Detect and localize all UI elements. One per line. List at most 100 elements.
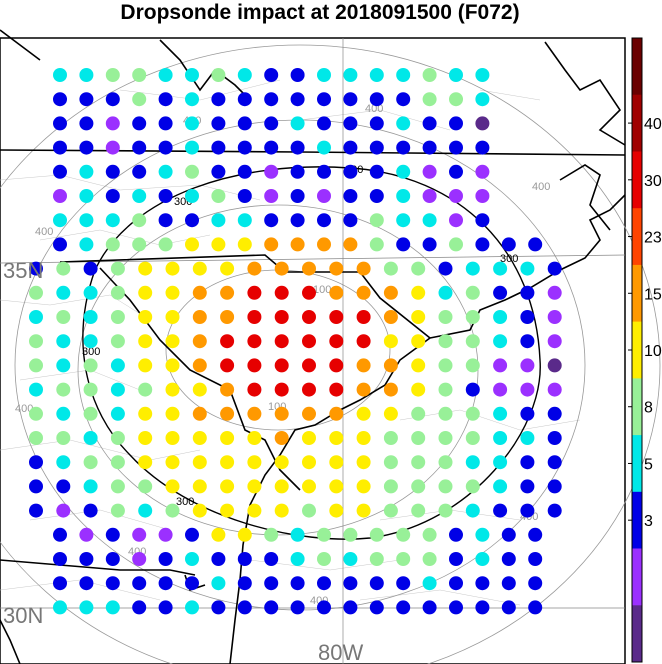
dropsonde-dot bbox=[110, 479, 125, 494]
dropsonde-dot bbox=[237, 213, 252, 228]
dropsonde-dot bbox=[411, 479, 426, 494]
dropsonde-dot bbox=[302, 503, 316, 518]
dropsonde-dot bbox=[29, 334, 43, 349]
dropsonde-dot bbox=[329, 261, 344, 276]
dropsonde-dot bbox=[465, 431, 480, 445]
dropsonde-dot bbox=[329, 431, 344, 445]
dropsonde-dot bbox=[411, 261, 426, 276]
dropsonde-dot bbox=[158, 237, 173, 252]
dropsonde-dot bbox=[422, 237, 437, 252]
dropsonde-dot bbox=[383, 261, 398, 276]
dropsonde-dot bbox=[302, 310, 316, 324]
colorbar-segment bbox=[632, 435, 642, 493]
dropsonde-dot bbox=[274, 406, 289, 421]
dropsonde-dot bbox=[343, 237, 358, 252]
dropsonde-dot bbox=[317, 68, 331, 82]
dropsonde-dot bbox=[105, 527, 120, 542]
dropsonde-dot bbox=[79, 92, 94, 107]
dropsonde-dot bbox=[79, 68, 94, 82]
dropsonde-dot bbox=[396, 189, 411, 203]
dropsonde-dot bbox=[56, 431, 71, 445]
dropsonde-dot bbox=[383, 431, 398, 445]
dropsonde-dot bbox=[165, 261, 180, 276]
dropsonde-dot bbox=[138, 503, 153, 518]
dropsonde-dot bbox=[411, 406, 426, 421]
dropsonde-dot bbox=[274, 358, 289, 373]
dropsonde-dot bbox=[83, 382, 98, 397]
dropsonde-dot bbox=[547, 358, 562, 373]
dropsonde-dot bbox=[475, 68, 490, 82]
dropsonde-dot bbox=[329, 479, 344, 494]
dropsonde-dot bbox=[465, 285, 480, 300]
dropsonde-dot bbox=[83, 479, 98, 494]
dropsonde-dot bbox=[29, 285, 43, 300]
dropsonde-dot bbox=[383, 334, 398, 349]
dropsonde-dot bbox=[528, 237, 543, 252]
dropsonde-dot bbox=[520, 358, 535, 373]
dropsonde-dot bbox=[53, 552, 67, 566]
colorbar-segment bbox=[632, 321, 642, 379]
dropsonde-dot bbox=[356, 431, 371, 445]
dropsonde-dot bbox=[247, 455, 262, 470]
dropsonde-dot bbox=[290, 116, 305, 131]
dropsonde-dot bbox=[438, 431, 453, 445]
contour-label: 300 bbox=[500, 253, 518, 265]
dropsonde-dot bbox=[317, 189, 331, 203]
dropsonde-dot bbox=[237, 116, 252, 131]
dropsonde-dot bbox=[422, 140, 437, 155]
colorbar-segment bbox=[632, 548, 642, 606]
dropsonde-dot bbox=[158, 164, 173, 179]
dropsonde-dot bbox=[138, 285, 153, 300]
dropsonde-dot bbox=[547, 479, 562, 494]
dropsonde-dot bbox=[493, 503, 508, 518]
dropsonde-dot bbox=[422, 164, 437, 179]
dropsonde-dot bbox=[449, 576, 463, 591]
dropsonde-dot bbox=[475, 237, 490, 252]
dropsonde-dot bbox=[211, 164, 226, 179]
lon-label-80w: 80W bbox=[318, 640, 363, 664]
dropsonde-dot bbox=[211, 92, 226, 107]
dropsonde-dot bbox=[475, 600, 490, 615]
dropsonde-dot bbox=[547, 406, 562, 421]
dropsonde-dot bbox=[475, 552, 490, 566]
dropsonde-dot bbox=[356, 455, 371, 470]
dropsonde-dot bbox=[369, 140, 384, 155]
dropsonde-dot bbox=[422, 68, 437, 82]
dropsonde-dot bbox=[29, 310, 43, 324]
dropsonde-dot bbox=[110, 285, 125, 300]
dropsonde-dot bbox=[220, 261, 235, 276]
dropsonde-dot bbox=[220, 479, 235, 494]
dropsonde-dot bbox=[79, 237, 94, 252]
dropsonde-dot bbox=[302, 382, 316, 397]
dropsonde-dot bbox=[192, 503, 207, 518]
dropsonde-dot bbox=[317, 552, 331, 566]
dropsonde-dot bbox=[264, 576, 279, 591]
dropsonde-dot bbox=[449, 213, 463, 228]
dropsonde-dot bbox=[158, 600, 173, 615]
dropsonde-dot bbox=[83, 406, 98, 421]
dropsonde-dot bbox=[465, 310, 480, 324]
dropsonde-dot bbox=[29, 455, 43, 470]
dropsonde-dot bbox=[493, 479, 508, 494]
dropsonde-dot bbox=[465, 503, 480, 518]
dropsonde-dot bbox=[192, 310, 207, 324]
dropsonde-dot bbox=[79, 527, 94, 542]
dropsonde-dot bbox=[138, 382, 153, 397]
dropsonde-dot bbox=[79, 140, 94, 155]
dropsonde-dot bbox=[356, 334, 371, 349]
dropsonde-dot bbox=[83, 431, 98, 445]
dropsonde-dot bbox=[264, 552, 279, 566]
dropsonde-dot bbox=[449, 237, 463, 252]
dropsonde-dot bbox=[132, 527, 147, 542]
dropsonde-dot bbox=[411, 310, 426, 324]
dropsonde-dot bbox=[329, 334, 344, 349]
dropsonde-dot bbox=[438, 261, 453, 276]
dropsonde-dot bbox=[83, 503, 98, 518]
dropsonde-dot bbox=[105, 116, 120, 131]
dropsonde-dot bbox=[211, 140, 226, 155]
dropsonde-dot bbox=[274, 261, 289, 276]
dropsonde-dot bbox=[493, 382, 508, 397]
dropsonde-dot bbox=[185, 527, 199, 542]
dropsonde-dot bbox=[220, 285, 235, 300]
dropsonde-dot bbox=[369, 189, 384, 203]
